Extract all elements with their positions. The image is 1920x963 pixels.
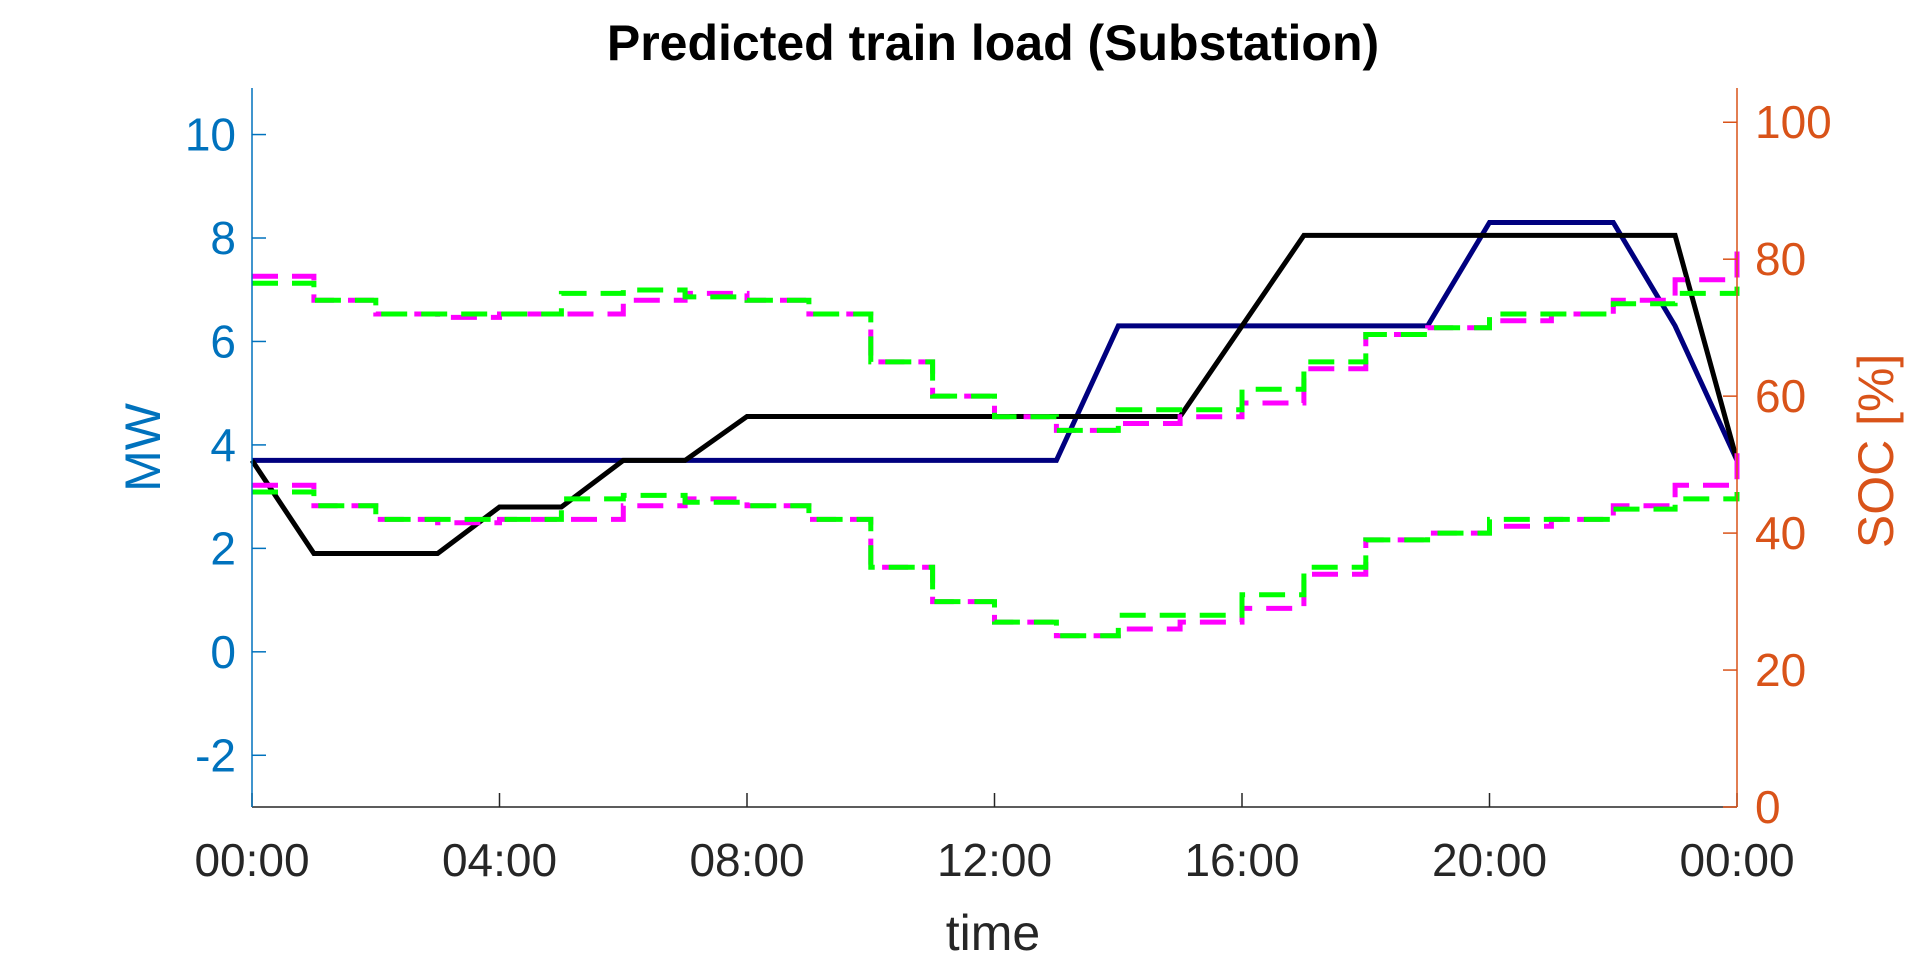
y-axis-label-left: MW: [115, 402, 171, 492]
y-left-tick-label: 4: [210, 419, 236, 471]
y-left-tick-label: -2: [195, 729, 236, 781]
x-tick-label: 20:00: [1432, 834, 1547, 886]
y-left-tick-label: 10: [185, 109, 236, 161]
x-tick-label: 04:00: [442, 834, 557, 886]
y-right-tick-label: 60: [1755, 370, 1806, 422]
axes-layer: 00:00 04:00 08:00 12:00 16:00 20:00 00:00 -2 0 2 4…: [185, 88, 1832, 886]
y-left-tick-label: 2: [210, 522, 236, 574]
series-line-4: [252, 444, 1740, 639]
y-left-tick-label: 8: [210, 212, 236, 264]
series-layer: [249, 220, 1740, 639]
y-axis-label-right: SOC [%]: [1848, 354, 1904, 548]
x-tick-label: 12:00: [937, 834, 1052, 886]
y-left-tick-label: 6: [210, 315, 236, 367]
x-tick-label: 16:00: [1184, 834, 1299, 886]
x-tick-label: 00:00: [1679, 834, 1794, 886]
x-axis-label: time: [946, 905, 1040, 961]
series-line-0: [252, 220, 1740, 463]
series-line-3: [252, 280, 1740, 433]
y-right-tick-label: 80: [1755, 233, 1806, 285]
series-line-2: [252, 238, 1740, 433]
x-tick-label: 08:00: [689, 834, 804, 886]
series-line-5: [252, 489, 1740, 639]
y-right-tick-label: 0: [1755, 781, 1781, 833]
y-left-tick-label: 0: [210, 626, 236, 678]
y-right-tick-label: 20: [1755, 644, 1806, 696]
chart-title: Predicted train load (Substation): [607, 15, 1379, 71]
y-right-tick-label: 100: [1755, 96, 1832, 148]
series-line-1: [249, 232, 1740, 556]
y-right-tick-label: 40: [1755, 507, 1806, 559]
x-tick-label: 00:00: [194, 834, 309, 886]
